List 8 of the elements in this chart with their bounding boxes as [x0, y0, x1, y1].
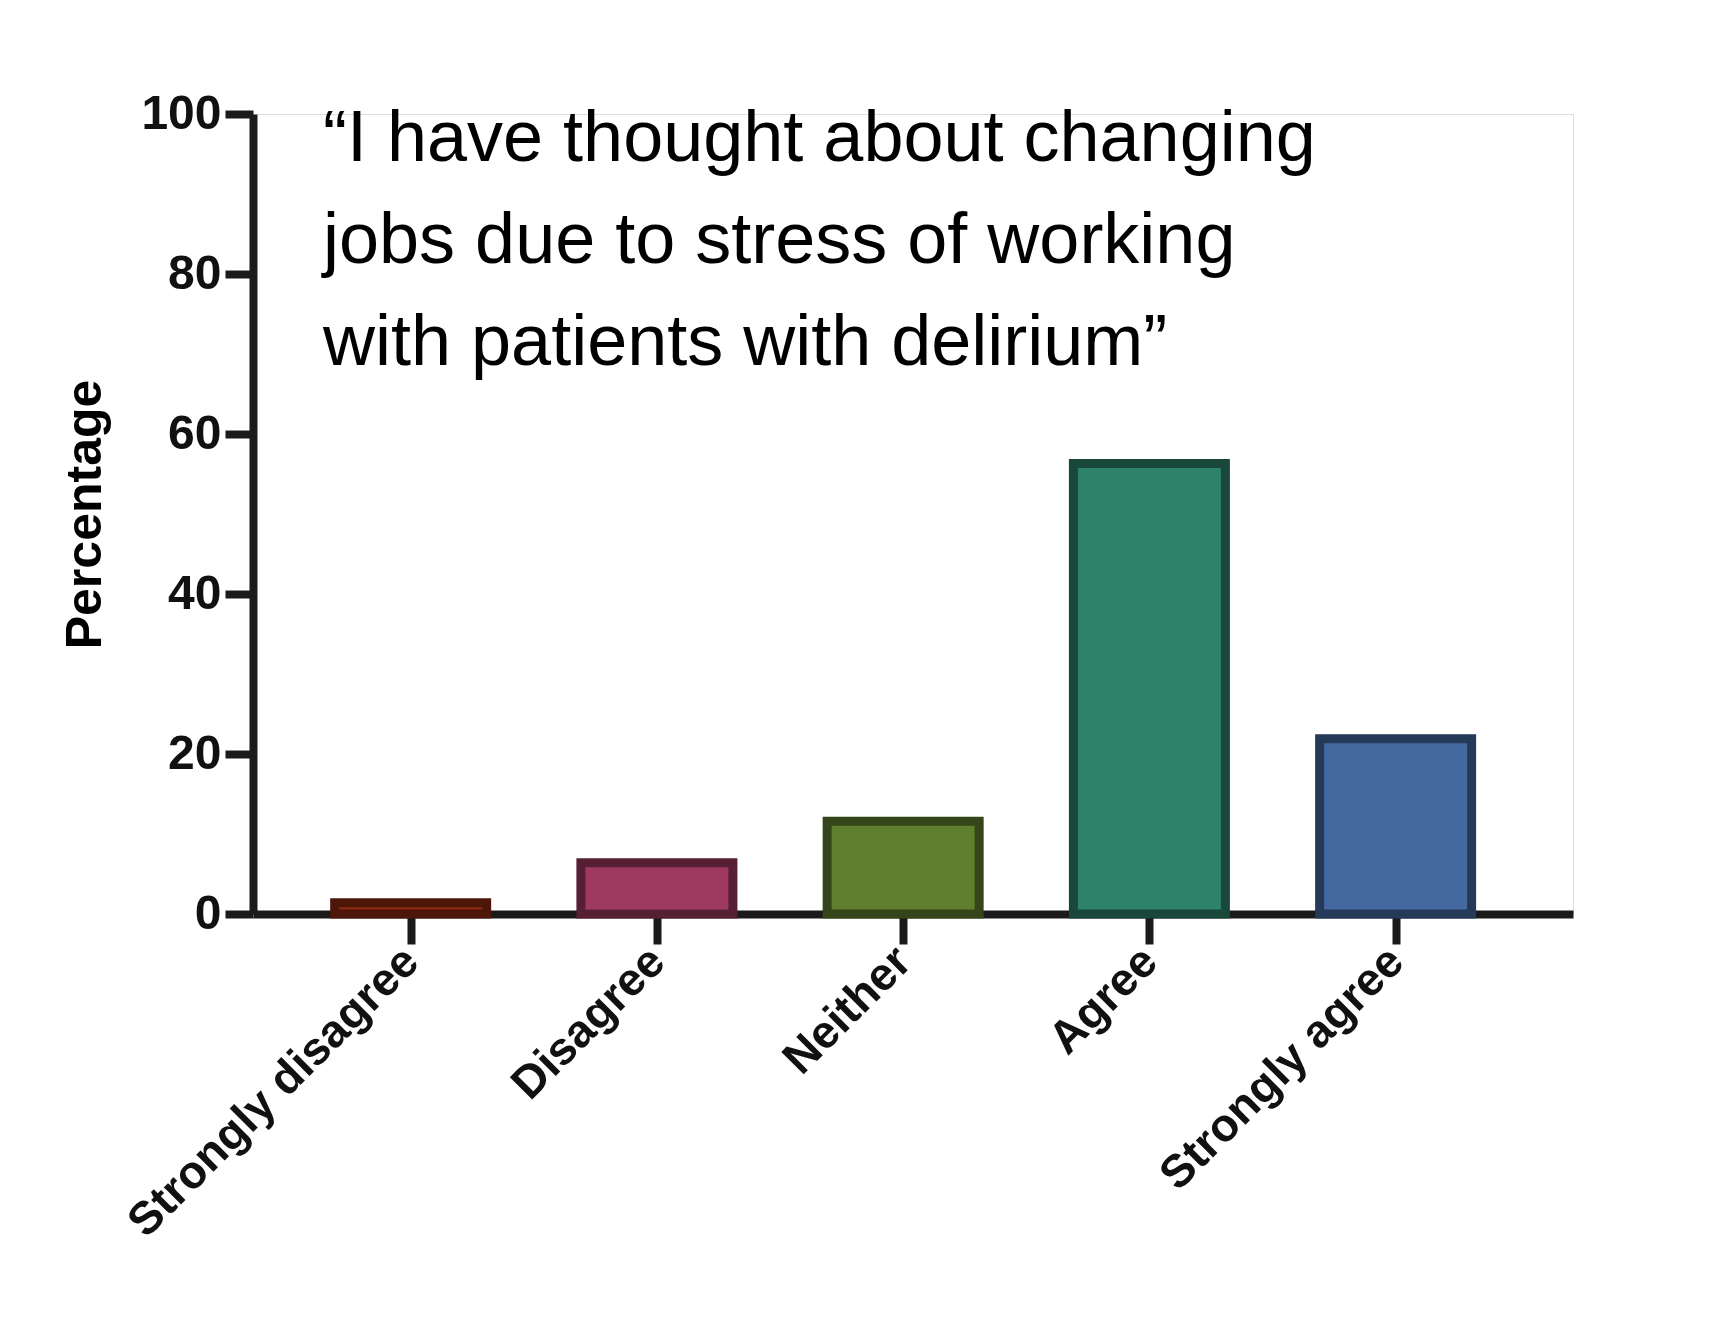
- y-tick-label: 80: [168, 245, 222, 299]
- y-tick-label: 20: [168, 725, 222, 779]
- text: “I have thought about changing jobs due to stress of working with patients with delirium”: [321, 96, 1316, 380]
- y-tick-label: 100: [141, 85, 222, 139]
- y-axis-title: Percentage: [56, 379, 113, 650]
- y-tick-label: 60: [168, 405, 222, 459]
- y-tick-label: 40: [168, 565, 222, 619]
- y-tick-label: 0: [194, 885, 222, 939]
